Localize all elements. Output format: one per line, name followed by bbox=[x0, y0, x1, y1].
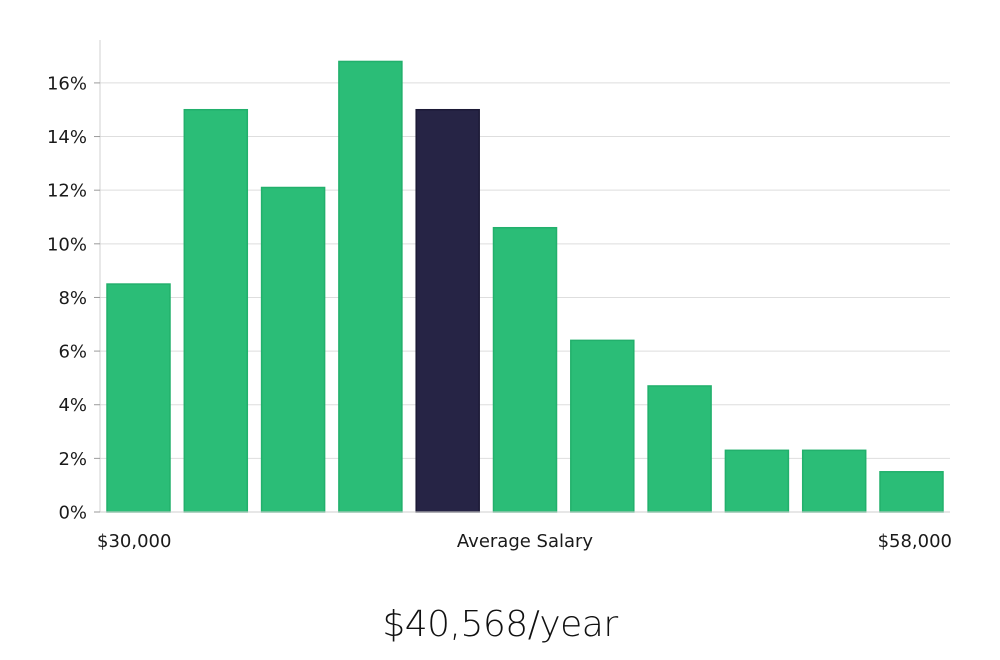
y-tick-label-0: 0% bbox=[58, 503, 87, 524]
bar-2 bbox=[183, 108, 249, 513]
y-tick-label-14: 14% bbox=[47, 127, 87, 148]
axes bbox=[94, 40, 950, 513]
bar-1 bbox=[106, 283, 171, 513]
salary-distribution-chart: 0% 2% 4% 6% 8% 10% 12% 14% 16% $30,000 Average S… bbox=[47, 40, 952, 552]
bar-6 bbox=[492, 226, 558, 513]
bars bbox=[106, 60, 944, 513]
y-tick-label-6: 6% bbox=[58, 342, 87, 363]
bar-7 bbox=[570, 339, 635, 513]
bar-10 bbox=[801, 449, 867, 513]
bar-4 bbox=[338, 60, 403, 513]
bar-9 bbox=[724, 449, 790, 513]
bar-11 bbox=[879, 471, 944, 513]
y-tick-labels: 0% 2% 4% 6% 8% 10% 12% 14% 16% bbox=[47, 73, 100, 524]
bar-3 bbox=[260, 186, 326, 513]
y-tick-label-10: 10% bbox=[47, 234, 87, 255]
average-salary-headline: $40,568/year bbox=[382, 604, 618, 645]
y-tick-label-2: 2% bbox=[58, 449, 87, 470]
bar-8 bbox=[647, 385, 712, 513]
y-tick-label-4: 4% bbox=[58, 395, 87, 416]
y-tick-label-8: 8% bbox=[58, 288, 87, 309]
x-label-center: Average Salary bbox=[457, 531, 594, 552]
x-label-max: $58,000 bbox=[878, 531, 952, 552]
y-tick-label-12: 12% bbox=[47, 181, 87, 202]
y-tick-label-16: 16% bbox=[47, 73, 87, 94]
x-label-min: $30,000 bbox=[97, 531, 171, 552]
bar-average-salary bbox=[415, 108, 480, 513]
